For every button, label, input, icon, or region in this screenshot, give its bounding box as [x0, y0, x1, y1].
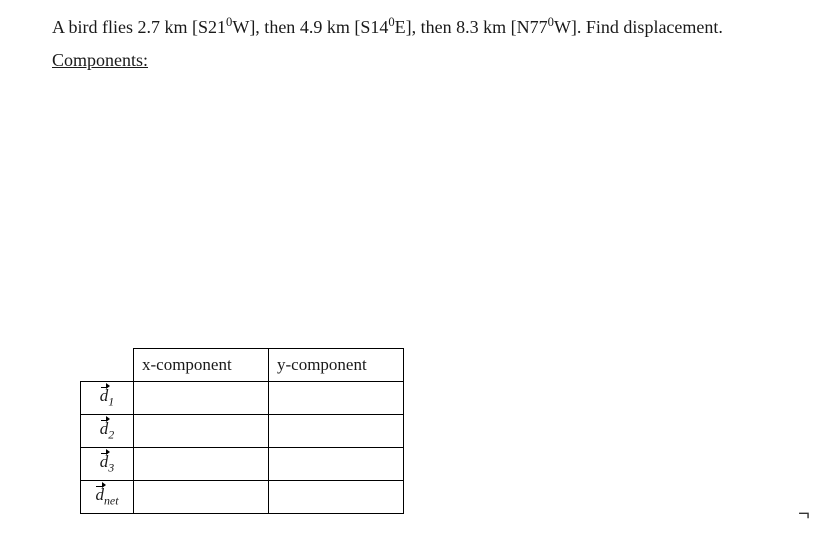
dnet-y-cell	[269, 481, 404, 514]
d2-row-label: d2	[81, 415, 134, 448]
x-component-header: x-component	[134, 349, 269, 382]
d2-magnitude: 4.9 km	[300, 17, 350, 37]
d2-x-cell	[134, 415, 269, 448]
table-header-row: x-component y-component	[81, 349, 404, 382]
d2-y-cell	[269, 415, 404, 448]
d3-row-label: d3	[81, 448, 134, 481]
table-row: d3	[81, 448, 404, 481]
d1-magnitude: 2.7 km	[138, 17, 188, 37]
components-heading: Components:	[52, 50, 798, 71]
dnet-row-label: dnet	[81, 481, 134, 514]
d1-row-label: d1	[81, 382, 134, 415]
table-row: d2	[81, 415, 404, 448]
d3-y-cell	[269, 448, 404, 481]
y-component-header: y-component	[269, 349, 404, 382]
problem-statement: A bird flies 2.7 km [S210W], then 4.9 km…	[52, 14, 798, 40]
d3-x-cell	[134, 448, 269, 481]
components-table: x-component y-component d1 d2 d3 dnet	[80, 348, 404, 514]
d3-magnitude: 8.3 km	[456, 17, 506, 37]
table-row: dnet	[81, 481, 404, 514]
blank-corner-cell	[81, 349, 134, 382]
page-corner-mark: ⌐	[798, 503, 810, 526]
table-row: d1	[81, 382, 404, 415]
dnet-x-cell	[134, 481, 269, 514]
d1-x-cell	[134, 382, 269, 415]
d1-y-cell	[269, 382, 404, 415]
